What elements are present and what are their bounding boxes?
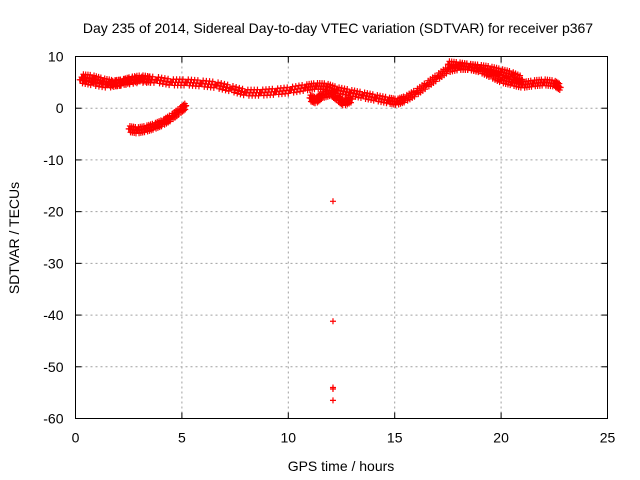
data-point	[238, 88, 245, 95]
data-point	[209, 78, 216, 85]
data-point	[519, 76, 526, 83]
y-axis-label: SDTVAR / TECUs	[6, 182, 22, 294]
y-tick-labels: 10 0 -10 -20 -30 -40 -50 -60	[43, 49, 63, 427]
outlier-point	[329, 198, 336, 205]
data-point	[401, 99, 408, 106]
data-point	[554, 79, 561, 86]
data-point	[232, 86, 239, 93]
data-point	[369, 91, 376, 98]
data-point	[506, 67, 513, 74]
data-point	[233, 83, 240, 90]
data-point	[321, 80, 328, 87]
data-point	[216, 85, 223, 92]
data-point	[443, 70, 450, 77]
data-point	[179, 76, 186, 83]
data-point	[549, 77, 556, 84]
data-layer	[76, 58, 564, 404]
data-point	[215, 79, 222, 86]
x-tick-label: 15	[387, 430, 403, 446]
x-axis-label: GPS time / hours	[288, 458, 395, 474]
data-point	[432, 78, 439, 85]
data-point	[255, 92, 262, 99]
data-point	[235, 87, 242, 94]
x-tick-label: 5	[178, 430, 186, 446]
tick-layer	[75, 56, 608, 419]
data-point	[344, 86, 351, 93]
y-tick-label: -30	[43, 255, 63, 271]
y-tick-label: -10	[43, 152, 63, 168]
x-tick-label: 0	[72, 430, 80, 446]
y-tick-label: -60	[43, 411, 63, 427]
data-point	[337, 94, 344, 101]
data-point	[517, 72, 524, 79]
x-tick-labels: 0 5 10 15 20 25	[72, 430, 616, 446]
data-point	[331, 83, 338, 90]
y-tick-label: -20	[43, 204, 63, 220]
plot-frame	[75, 56, 608, 419]
data-point	[349, 95, 356, 102]
data-point	[347, 99, 354, 106]
data-point	[183, 102, 190, 109]
data-point	[557, 84, 564, 91]
data-point	[194, 77, 201, 84]
data-point	[146, 73, 153, 80]
data-point	[228, 85, 235, 92]
data-point	[167, 118, 174, 125]
data-point	[382, 93, 389, 100]
data-point	[214, 82, 221, 89]
data-point	[254, 86, 261, 93]
data-point	[118, 82, 125, 89]
data-point	[149, 76, 156, 83]
data-point	[236, 84, 243, 91]
data-point	[224, 81, 231, 88]
data-point	[285, 90, 292, 97]
data-point	[97, 74, 104, 81]
data-point	[556, 80, 563, 87]
data-point	[220, 83, 227, 90]
data-point	[158, 123, 165, 130]
outlier-point	[329, 397, 336, 404]
data-point	[217, 82, 224, 89]
data-point	[126, 80, 133, 87]
data-point	[150, 126, 157, 133]
outlier-point	[329, 386, 336, 393]
data-point	[222, 87, 229, 94]
data-point	[234, 90, 241, 97]
y-tick-label: 0	[56, 100, 64, 116]
data-point	[411, 93, 418, 100]
data-point	[165, 75, 172, 82]
x-tick-label: 10	[281, 430, 297, 446]
y-tick-label: -50	[43, 359, 63, 375]
data-point	[231, 89, 238, 96]
x-tick-label: 25	[600, 430, 616, 446]
data-point	[219, 86, 226, 93]
y-tick-label: -40	[43, 307, 63, 323]
x-tick-label: 20	[493, 430, 509, 446]
data-point	[221, 80, 228, 87]
data-point	[223, 84, 230, 91]
data-point	[181, 82, 188, 89]
y-tick-label: 10	[48, 49, 64, 65]
data-point	[331, 89, 338, 96]
grid-layer	[75, 56, 608, 419]
data-point	[141, 129, 148, 136]
data-point	[237, 91, 244, 98]
data-point	[485, 62, 492, 69]
outlier-point	[329, 318, 336, 325]
data-point	[87, 71, 94, 78]
data-point	[357, 88, 364, 95]
data-point	[218, 80, 225, 87]
chart-title: Day 235 of 2014, Sidereal Day-to-day VTE…	[83, 20, 593, 36]
data-point	[300, 88, 307, 95]
data-point	[270, 91, 277, 98]
data-point	[239, 85, 246, 92]
data-point	[495, 65, 502, 72]
data-point	[422, 86, 429, 93]
data-point	[229, 83, 236, 90]
